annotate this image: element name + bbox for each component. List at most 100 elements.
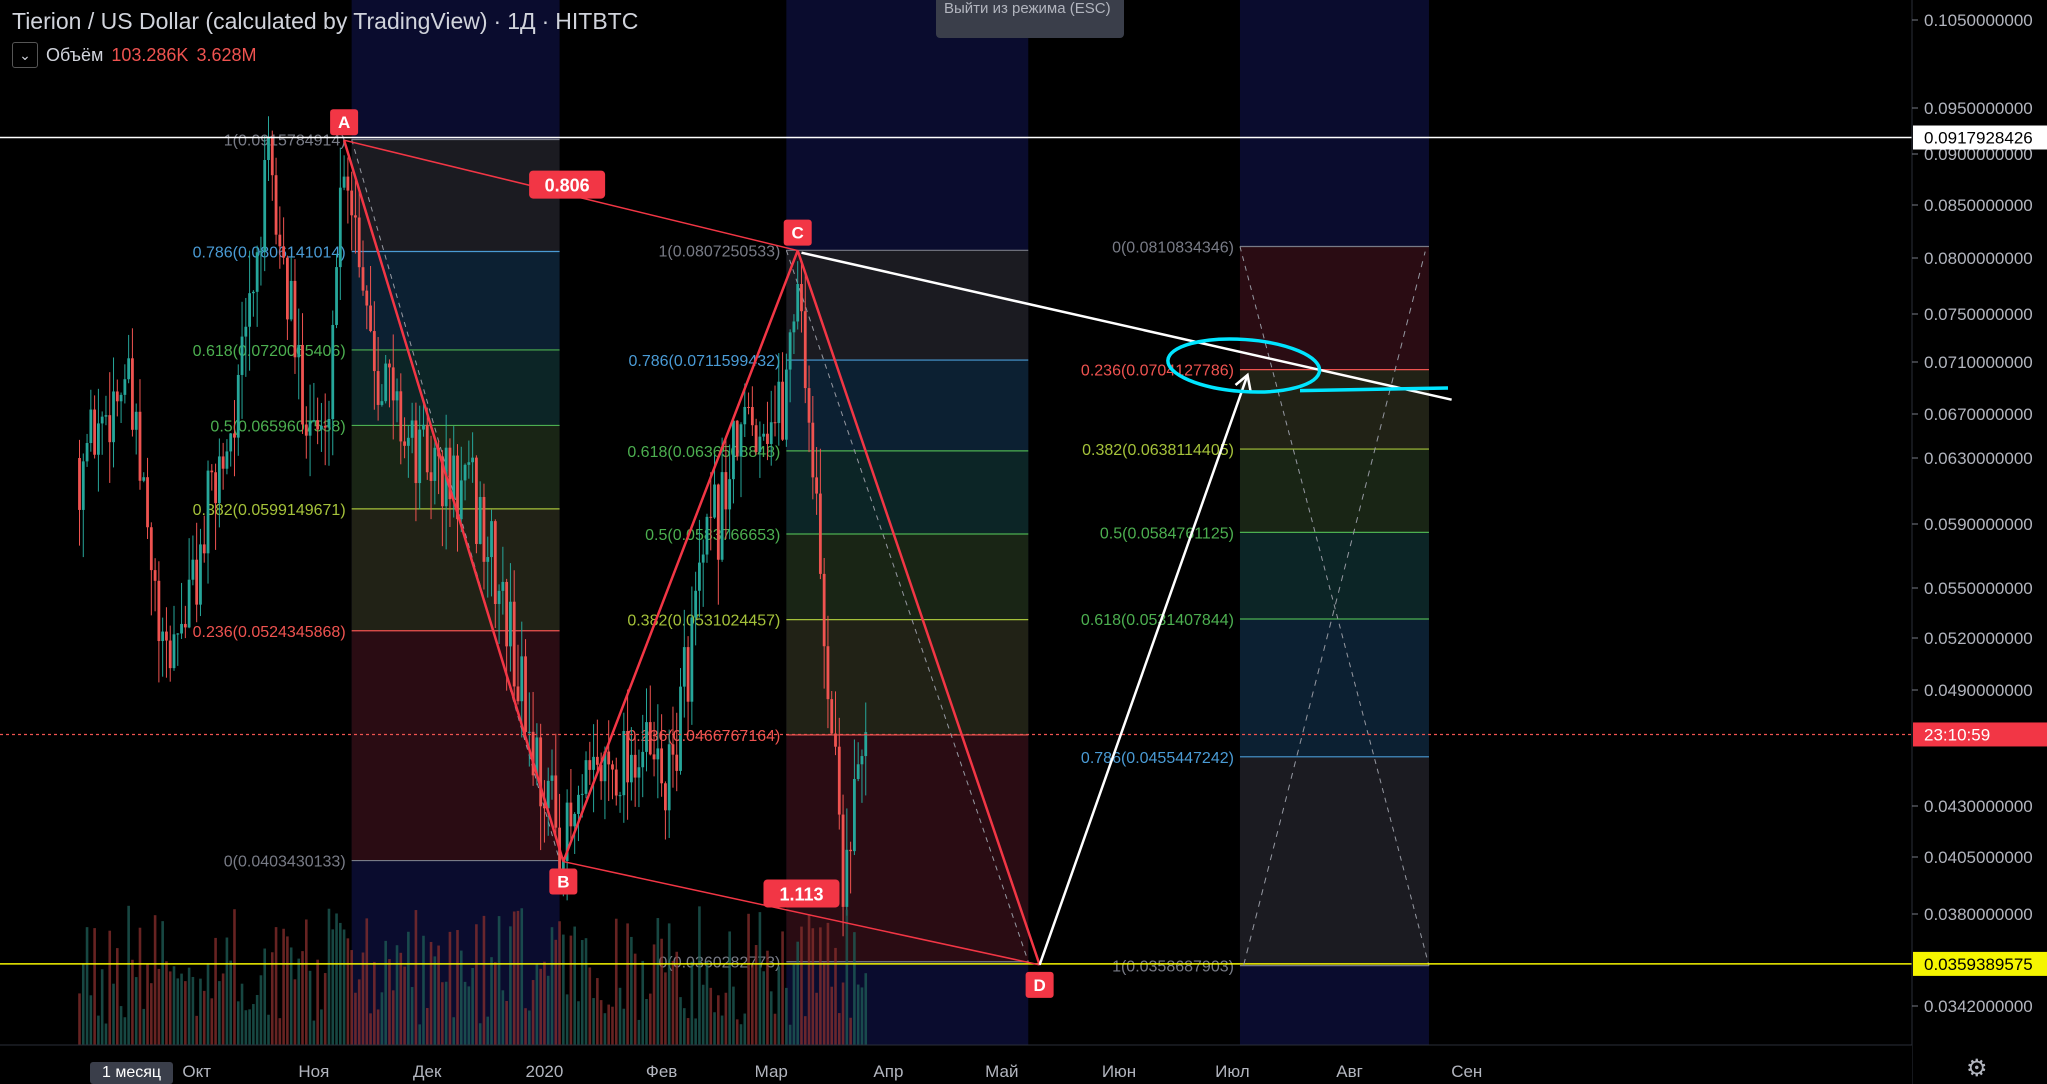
candle-body <box>607 751 611 765</box>
volume-bar <box>161 921 164 1045</box>
fib-band-2-1 <box>1239 369 1429 450</box>
volume-bar <box>720 1015 724 1045</box>
volume-bar <box>471 968 474 1045</box>
fib-band-2-2 <box>1239 449 1429 533</box>
candle-body <box>153 570 157 581</box>
exit-fullscreen-button[interactable]: Выйти из режима (ESC) <box>936 0 1124 38</box>
candle-body <box>236 374 240 438</box>
volume-bar <box>766 950 769 1045</box>
gear-icon[interactable]: ⚙ <box>1966 1055 1988 1082</box>
candle-body <box>626 731 629 783</box>
candle-body <box>323 425 327 428</box>
volume-bar <box>796 941 799 1045</box>
candle-body <box>690 617 694 702</box>
candle-body <box>274 175 278 235</box>
fib-level-label: 0.382(0.0531024457) <box>627 613 780 630</box>
abcd-point-label: B <box>557 873 569 892</box>
chevron-down-icon[interactable]: ⌄ <box>12 42 38 68</box>
candle-body <box>134 411 138 430</box>
volume-bar <box>648 993 652 1045</box>
volume-bar <box>463 981 467 1045</box>
volume-bar <box>641 960 645 1045</box>
price-tick-label: 0.0800000000 <box>1924 249 2033 268</box>
candle-body <box>81 461 85 510</box>
volume-bar <box>456 930 459 1045</box>
volume-bar <box>562 934 565 1045</box>
fib-band-1-1 <box>786 360 1029 451</box>
candle-body <box>289 280 293 320</box>
volume-bar <box>637 1019 641 1045</box>
volume-bar <box>339 922 342 1045</box>
arrow-head-icon <box>1234 372 1252 392</box>
candle-body <box>376 371 380 405</box>
abcd-bd-line <box>563 860 1040 966</box>
volume-bar <box>630 936 633 1045</box>
candle-body <box>648 722 652 755</box>
candle-body <box>565 802 569 861</box>
candle-body <box>822 573 826 647</box>
volume-bar <box>701 984 705 1045</box>
fib-band-0-3 <box>351 425 560 509</box>
candle-body <box>312 420 316 422</box>
volume-bar <box>116 948 119 1045</box>
candle-body <box>830 699 834 734</box>
candle-body <box>131 358 134 430</box>
volume-bar <box>607 1004 610 1045</box>
candle-body <box>119 394 123 402</box>
candle-body <box>807 388 811 423</box>
candle-body <box>803 311 807 389</box>
candle-body <box>781 381 784 440</box>
price-label-badge <box>1913 722 2047 747</box>
candle-body <box>656 748 660 760</box>
volume-bar <box>611 1006 614 1045</box>
candle-body <box>380 401 384 405</box>
candle-body <box>403 441 406 446</box>
candle-body <box>331 324 335 420</box>
volume-bar <box>395 945 399 1045</box>
volume-bar <box>785 987 788 1045</box>
volume-bar <box>252 1004 255 1045</box>
candle-body <box>543 806 546 809</box>
candle-body <box>172 634 176 669</box>
volume-bar <box>331 929 335 1045</box>
fib-band-2-4 <box>1239 618 1429 757</box>
candle-body <box>475 457 478 544</box>
fib-level-label: 0.786(0.0711599432) <box>629 353 781 370</box>
volume-bar <box>282 928 285 1045</box>
volume-bar <box>342 929 346 1045</box>
volume-bar <box>233 909 236 1045</box>
volume-bar <box>569 935 573 1045</box>
candle-body <box>357 217 361 268</box>
volume-bar <box>739 1024 743 1045</box>
timeframe-button[interactable]: 1 месяц <box>90 1062 174 1084</box>
candle-body <box>369 305 372 332</box>
candle-body <box>255 252 259 292</box>
candle-body <box>716 484 720 560</box>
abcd-ratio-label: 1.113 <box>779 884 823 904</box>
volume-bar <box>512 911 516 1045</box>
fib-band-0-1 <box>351 251 560 350</box>
candle-body <box>282 246 286 258</box>
candle-body <box>679 686 682 771</box>
volume-bar <box>841 982 845 1045</box>
candle-body <box>739 424 743 457</box>
candle-body <box>611 764 614 770</box>
candle-body <box>251 291 255 294</box>
candle-body <box>425 424 429 473</box>
candle-body <box>263 160 267 252</box>
interval-label[interactable]: 1Д <box>507 8 536 34</box>
candle-body <box>853 779 856 852</box>
volume-bar <box>354 992 357 1045</box>
volume-bar <box>191 976 195 1045</box>
volume-bar <box>626 923 629 1045</box>
volume-bar <box>259 975 263 1045</box>
candle-body <box>750 407 754 426</box>
volume-bar <box>834 947 837 1045</box>
candle-body <box>221 456 225 469</box>
chart-title: Tierion / US Dollar (calculated by Tradi… <box>12 8 639 34</box>
candle-body <box>293 280 297 358</box>
candle-body <box>297 344 301 358</box>
candle-body <box>429 472 433 481</box>
candle-body <box>535 737 539 776</box>
